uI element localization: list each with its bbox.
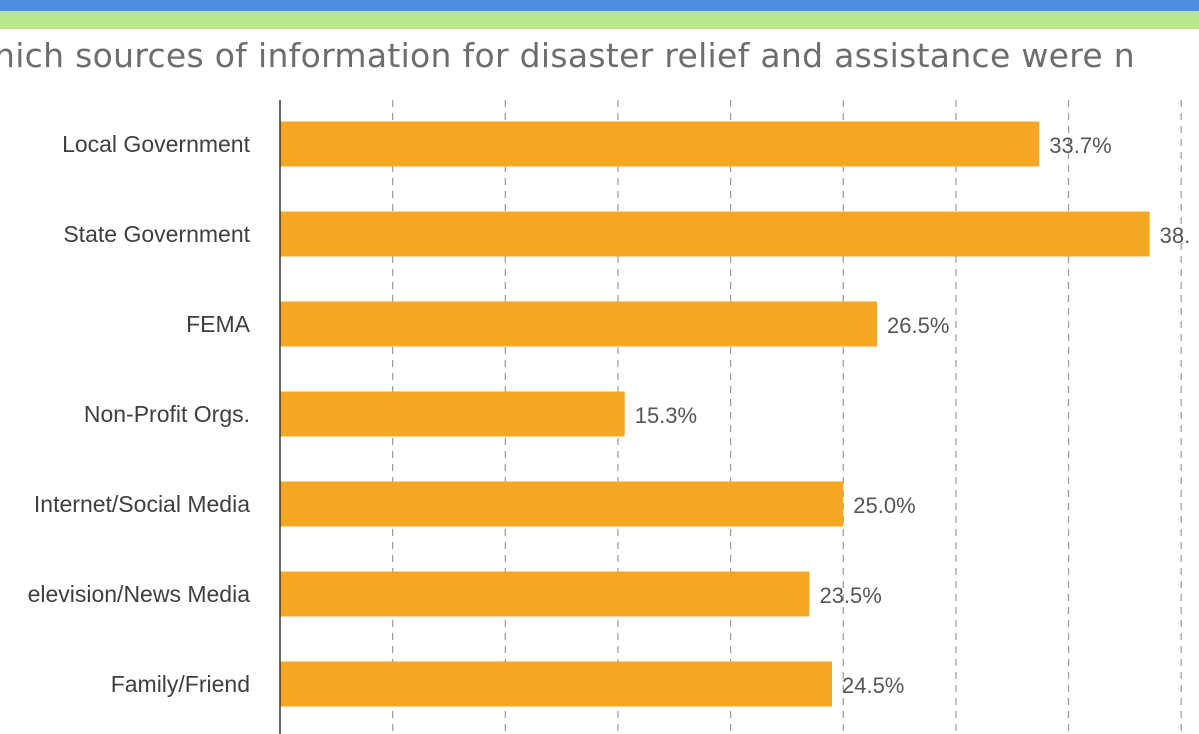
bar bbox=[280, 661, 832, 707]
bar bbox=[280, 391, 625, 437]
chart-title: hich sources of information for disaster… bbox=[0, 36, 1136, 75]
bar bbox=[280, 301, 878, 347]
category-label: FEMA bbox=[186, 311, 251, 337]
category-label: elevision/News Media bbox=[28, 581, 251, 607]
value-label: 25.0% bbox=[853, 493, 915, 518]
header-band-top bbox=[0, 0, 1199, 11]
value-label: 15.3% bbox=[635, 403, 697, 428]
value-label: 38. bbox=[1160, 223, 1191, 248]
bar bbox=[280, 121, 1040, 167]
header-band-bottom bbox=[0, 11, 1199, 29]
category-label: Non-Profit Orgs. bbox=[84, 401, 250, 427]
value-label: 33.7% bbox=[1049, 133, 1111, 158]
bar bbox=[280, 481, 844, 527]
category-label: Internet/Social Media bbox=[34, 491, 250, 517]
category-label: Family/Friend bbox=[111, 671, 250, 697]
category-label: State Government bbox=[63, 221, 250, 247]
category-label: Local Government bbox=[62, 131, 251, 157]
bar bbox=[280, 211, 1150, 257]
value-label: 26.5% bbox=[887, 313, 949, 338]
value-label: 23.5% bbox=[819, 583, 881, 608]
value-label: 24.5% bbox=[842, 673, 904, 698]
bar bbox=[280, 571, 810, 617]
